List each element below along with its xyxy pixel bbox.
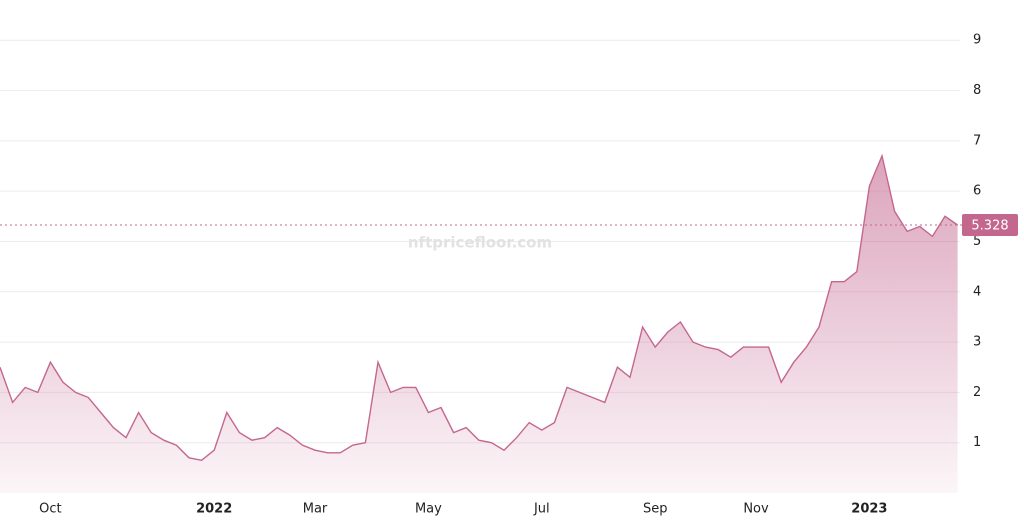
x-tick-label: Sep — [643, 502, 668, 517]
y-tick-label: 2 — [973, 385, 981, 400]
x-tick-label: 2023 — [851, 502, 887, 517]
y-tick-label: 8 — [973, 83, 981, 98]
y-tick-label: 3 — [973, 335, 981, 350]
y-tick-label: 7 — [973, 133, 981, 148]
y-tick-label: 5 — [973, 234, 981, 249]
y-tick-label: 6 — [973, 184, 981, 199]
x-tick-label: Oct — [39, 502, 61, 517]
last-value-badge — [962, 213, 1018, 236]
last-value-label: 5.328 — [971, 218, 1008, 233]
x-tick-label: 2022 — [196, 502, 232, 517]
x-tick-label: Nov — [743, 502, 769, 517]
x-tick-label: Jul — [533, 502, 550, 517]
y-tick-label: 4 — [973, 284, 981, 299]
area-fill — [0, 155, 958, 493]
price-line — [0, 153, 958, 462]
watermark: nftpricefloor.com — [408, 234, 552, 252]
x-tick-label: Mar — [303, 502, 328, 517]
y-tick-label: 9 — [973, 33, 981, 48]
y-tick-label: 1 — [973, 435, 981, 450]
x-tick-label: May — [415, 502, 442, 517]
